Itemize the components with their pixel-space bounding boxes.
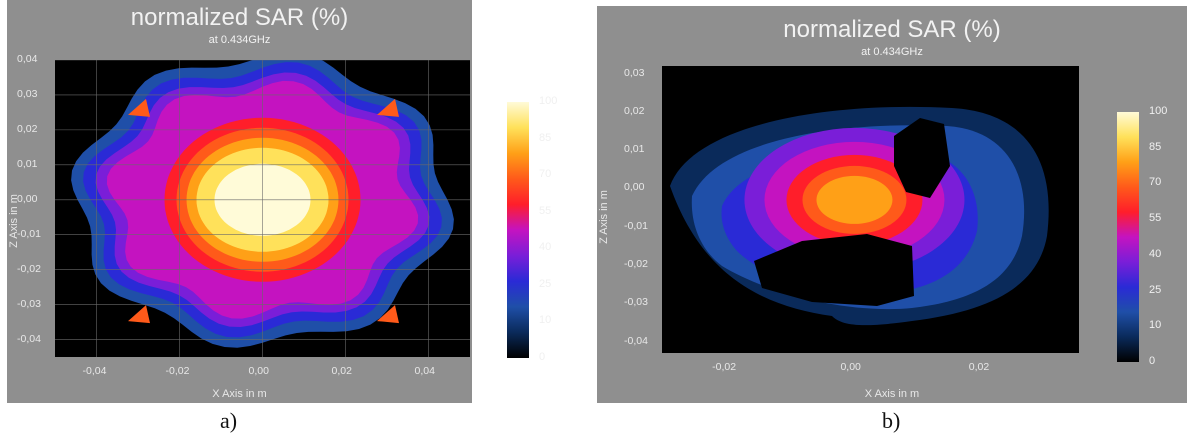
chart-a-colorbar: 100 85 70 55 40 25 10 0 [507, 95, 557, 363]
colorbar-tick-label: 70 [539, 168, 552, 181]
y-tick-label: 0,02 [624, 104, 645, 117]
chart-a-plot-area [55, 60, 470, 357]
y-tick-label: 0,03 [624, 66, 645, 79]
colorbar-rect [507, 102, 529, 358]
chart-b-colorbar: 100 85 70 55 40 25 10 0 [1117, 105, 1167, 367]
colorbar-tick-label: 100 [539, 95, 558, 107]
chart-b-plot-area [662, 66, 1079, 353]
y-tick-label: -0,03 [624, 296, 648, 309]
x-tick-label: -0,02 [165, 365, 190, 377]
sar-chart-a: normalized SAR (%) at 0.434GHz Z Axis in… [7, 0, 557, 403]
x-tick-label: -0,02 [712, 361, 737, 373]
colorbar-tick-label: 100 [1149, 105, 1168, 117]
y-tick-label: -0,01 [17, 227, 41, 240]
y-tick-label: -0,04 [17, 332, 41, 345]
colorbar-tick-label: 10 [539, 314, 552, 327]
chart-b-caption: b) [882, 408, 901, 433]
corner-hotspot [128, 98, 150, 117]
y-tick-label: -0,02 [17, 262, 41, 275]
chart-b-ylabel: Z Axis in m [597, 190, 610, 244]
x-tick-label: 0,00 [840, 361, 861, 373]
colorbar-rect [1117, 112, 1139, 362]
chart-b-xlabel: X Axis in m [864, 388, 920, 400]
y-tick-label: -0,04 [624, 334, 648, 347]
colorbar-gradient [1117, 112, 1139, 362]
colorbar-tick-label: 85 [1149, 140, 1162, 153]
colorbar-tick-label: 0 [539, 351, 546, 363]
colorbar-tick-label: 10 [1149, 319, 1162, 332]
colorbar-tick-label: 55 [539, 204, 552, 217]
chart-b-title: normalized SAR (%) [783, 16, 1001, 43]
corner-hotspot [377, 305, 399, 324]
x-tick-label: 0,00 [248, 365, 269, 377]
x-tick-label: 0,02 [331, 365, 352, 377]
y-tick-label: -0,02 [624, 257, 648, 270]
x-tick-label: -0,04 [82, 365, 107, 377]
colorbar-tick-label: 70 [1149, 176, 1162, 189]
zero-sar-region [894, 118, 950, 198]
colorbar-tick-label: 85 [539, 131, 552, 144]
chart-a-caption: a) [220, 408, 238, 433]
colorbar-gradient [507, 102, 529, 358]
corner-hotspot [377, 98, 399, 117]
zero-sar-region [754, 234, 914, 306]
y-tick-label: 0,02 [17, 122, 38, 135]
y-tick-label: 0,04 [17, 53, 38, 65]
y-tick-label: 0,00 [17, 192, 38, 205]
chart-a-subtitle: at 0.434GHz [208, 34, 271, 46]
sar-chart-b: normalized SAR (%) at 0.434GHz Z Axis in… [597, 6, 1187, 403]
y-tick-label: 0,03 [17, 87, 38, 100]
colorbar-tick-label: 0 [1149, 355, 1156, 367]
field-contour-75 [816, 175, 893, 224]
colorbar-tick-label: 40 [539, 241, 552, 254]
chart-a-xlabel: X Axis in m [212, 388, 267, 400]
colorbar-tick-label: 55 [1149, 212, 1162, 225]
y-tick-label: 0,01 [624, 143, 645, 156]
colorbar-tick-label: 40 [1149, 247, 1162, 260]
chart-b-field [670, 106, 1049, 326]
chart-b-subtitle: at 0.434GHz [861, 46, 923, 58]
chart-a-title: normalized SAR (%) [130, 4, 349, 31]
x-tick-label: 0,02 [968, 361, 990, 373]
y-tick-label: 0,01 [17, 157, 38, 170]
x-tick-label: 0,04 [414, 365, 435, 377]
y-tick-label: -0,03 [17, 297, 41, 310]
y-tick-label: 0,00 [624, 181, 645, 194]
y-tick-label: -0,01 [624, 219, 648, 232]
chart-a-field [55, 60, 470, 357]
colorbar-tick-label: 25 [1149, 283, 1162, 296]
corner-hotspot [128, 305, 150, 324]
colorbar-tick-label: 25 [539, 277, 552, 290]
